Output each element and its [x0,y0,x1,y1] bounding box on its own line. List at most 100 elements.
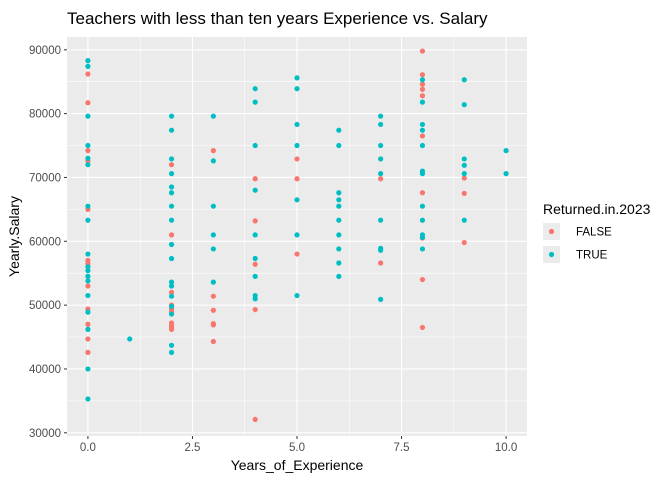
data-point-true [419,246,426,252]
data-point-true [252,86,258,92]
y-tick-label: 70000 [29,172,61,184]
data-point-true [419,234,426,241]
data-point-false [461,175,467,181]
data-point-false [419,276,426,283]
data-point-true [168,279,175,285]
data-point-true [168,303,175,310]
data-point-true [336,127,342,133]
data-point-true [127,336,133,342]
data-point-false [461,239,467,246]
y-tick-label: 30000 [29,428,61,440]
data-point-true [210,203,216,209]
data-point-false [210,148,216,154]
x-axis-title: Years_of_Experience [231,457,364,473]
data-point-true [252,187,258,193]
data-point-true [419,99,426,105]
data-point-true [294,197,300,203]
data-point-true [378,156,384,162]
chart-title: Teachers with less than ten years Experi… [67,9,488,28]
y-tick-label: 80000 [29,109,61,121]
data-point-false [85,148,91,154]
data-point-false [252,261,258,267]
data-point-true [85,162,91,168]
y-axis-title: Yearly.Salary [6,196,22,277]
data-point-false [419,93,426,99]
data-point-true [168,342,175,348]
x-tick-label: 2.5 [184,442,200,454]
data-point-true [461,217,467,223]
data-point-true [336,246,342,252]
data-point-true [252,296,258,302]
data-point-false [419,324,426,331]
data-point-true [168,203,175,209]
data-point-true [336,197,342,203]
data-point-true [336,232,342,238]
data-point-true [503,171,509,177]
x-tick-label: 0.0 [80,442,96,454]
data-point-true [419,77,426,83]
data-point-true [85,309,91,315]
data-point-false [85,349,91,355]
data-point-true [294,292,300,299]
data-point-true [378,171,384,177]
data-point-true [419,217,426,223]
data-point-true [85,396,91,402]
y-tick-label: 40000 [29,364,61,376]
data-point-true [294,232,300,238]
x-tick-label: 5.0 [289,442,305,454]
data-point-false [419,133,426,139]
data-point-false [461,190,467,197]
data-point-false [378,176,384,182]
data-point-true [378,121,384,128]
data-point-true [168,190,175,196]
data-point-true [85,142,91,149]
data-point-false [294,156,300,162]
data-point-true [210,158,216,164]
data-point-false [85,283,91,289]
data-point-false [252,416,258,423]
data-point-true [294,142,300,149]
data-point-true [461,171,467,177]
legend-label-false: FALSE [576,227,612,239]
data-point-true [252,142,258,149]
data-point-false [419,190,426,196]
data-point-true [85,264,91,270]
data-point-false [168,326,175,332]
data-point-true [336,260,342,266]
data-point-true [85,292,91,299]
data-point-true [210,113,216,119]
legend-symbol-true [548,251,555,258]
data-point-false [210,322,216,328]
data-point-false [85,100,91,106]
data-point-true [378,142,384,149]
data-point-true [294,75,300,81]
data-point-true [461,156,467,162]
data-point-false [252,306,258,313]
data-point-true [168,283,175,289]
data-point-true [336,217,342,223]
data-point-true [168,349,175,355]
data-point-true [503,148,509,154]
y-tick-label: 90000 [29,45,61,57]
data-point-false [419,48,426,54]
data-point-false [85,336,91,342]
data-point-true [336,190,342,196]
data-point-true [168,217,175,223]
data-point-false [168,232,175,238]
data-point-true [85,113,91,119]
data-point-true [461,77,467,83]
data-point-true [168,293,175,299]
data-point-true [252,232,258,238]
x-tick-label: 10.0 [495,442,517,454]
data-point-false [252,218,258,224]
data-point-true [168,255,175,262]
data-point-false [419,72,426,78]
data-point-false [168,162,175,168]
data-point-true [168,156,175,162]
data-point-false [378,260,384,266]
data-point-true [168,171,175,177]
data-point-true [168,113,175,119]
data-point-true [85,217,91,223]
data-point-true [85,58,91,64]
